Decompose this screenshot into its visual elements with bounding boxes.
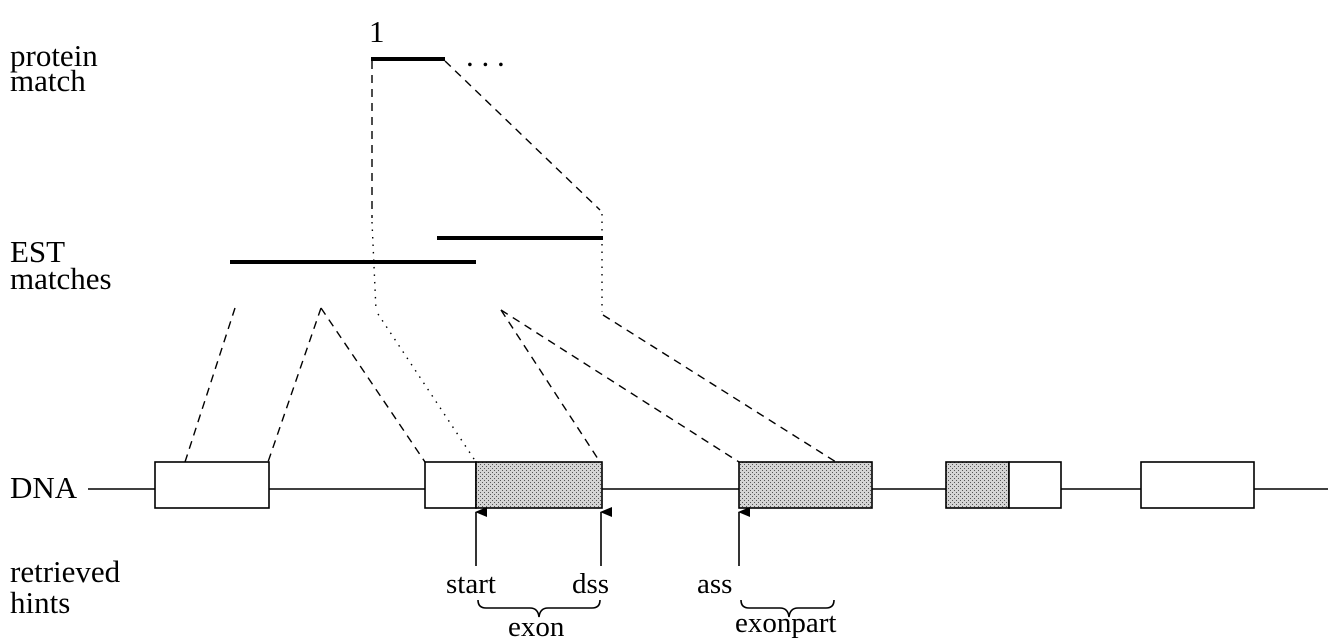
protein-connector-left-dotted	[371, 221, 377, 311]
exon-hint-label: exon	[508, 611, 565, 638]
est-label-line2: matches	[10, 261, 112, 296]
protein-connector-left-lower	[377, 313, 477, 463]
exonpart-hint-label: exonpart	[735, 607, 836, 638]
dna-exon-box-2-coding	[475, 461, 603, 509]
dna-exon-box-4-coding	[945, 461, 1010, 509]
est-connector-1	[184, 307, 236, 463]
protein-connector-right	[444, 60, 601, 211]
dna-exon-box-1	[154, 461, 270, 509]
hints-label-line2: hints	[10, 585, 70, 620]
dss-hint-label: dss	[572, 568, 609, 600]
ass-hint-label: ass	[697, 568, 732, 600]
dna-label: DNA	[10, 470, 78, 505]
start-hint-label: start	[446, 568, 496, 600]
dna-exon-box-5	[1140, 461, 1255, 509]
exon-brace	[477, 599, 601, 618]
dna-exon-box-4-utr	[1008, 461, 1062, 509]
protein-label-line2: match	[10, 63, 86, 98]
est-connector-3	[320, 307, 426, 463]
est-connector-4	[500, 309, 601, 463]
dna-exon-box-2-utr	[424, 461, 477, 509]
protein-connector-right-lower	[602, 314, 837, 463]
est-connector-5	[500, 309, 740, 463]
protein-start-marker: 1	[369, 14, 385, 49]
est-label-line1: EST	[10, 234, 65, 269]
protein-label-line1: protein	[10, 38, 98, 73]
protein-ellipsis: . . .	[466, 38, 505, 73]
dna-exon-box-3-coding	[738, 461, 873, 509]
exonpart-brace	[740, 599, 835, 618]
est-connector-2	[267, 307, 322, 463]
hints-label-line1: retrieved	[10, 554, 121, 589]
